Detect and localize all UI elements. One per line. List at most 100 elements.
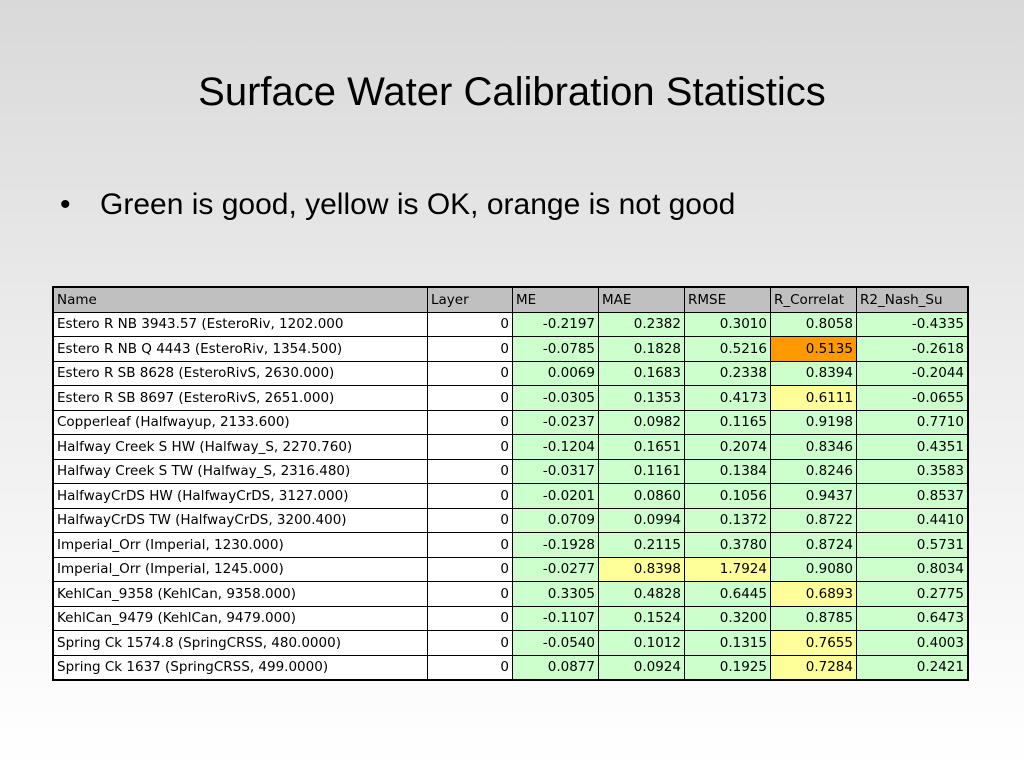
cell-rmse: 0.1315 (684, 630, 771, 656)
cell-mae: 0.1161 (598, 458, 685, 484)
table-row: HalfwayCrDS TW (HalfwayCrDS, 3200.400) 0 0… (52, 507, 969, 533)
cell-layer: 0 (427, 385, 513, 411)
column-header-r2-nash-su: R2_Nash_Su (856, 286, 969, 313)
cell-rmse: 0.2074 (684, 434, 771, 460)
cell-name: Spring Ck 1574.8 (SpringCRSS, 480.0000) (52, 630, 428, 656)
cell-r2-nash-su: 0.8034 (856, 556, 969, 582)
cell-r2-nash-su: -0.2618 (856, 336, 969, 362)
cell-name: KehlCan_9358 (KehlCan, 9358.000) (52, 581, 428, 607)
cell-r-correlat: 0.8246 (770, 458, 857, 484)
cell-mae: 0.1683 (598, 360, 685, 386)
cell-r-correlat: 0.8346 (770, 434, 857, 460)
cell-r-correlat: 0.8058 (770, 311, 857, 337)
cell-r-correlat: 0.9437 (770, 483, 857, 509)
table-row: Halfway Creek S HW (Halfway_S, 2270.760)… (52, 434, 969, 460)
cell-rmse: 0.6445 (684, 581, 771, 607)
cell-r-correlat: 0.8722 (770, 507, 857, 533)
cell-mae: 0.0982 (598, 409, 685, 435)
cell-layer: 0 (427, 311, 513, 337)
cell-name: HalfwayCrDS TW (HalfwayCrDS, 3200.400) (52, 507, 428, 533)
cell-name: Estero R SB 8628 (EsteroRivS, 2630.000) (52, 360, 428, 386)
slide-title: Surface Water Calibration Statistics (198, 70, 826, 114)
cell-mae: 0.2382 (598, 311, 685, 337)
cell-layer: 0 (427, 532, 513, 558)
cell-me: -0.0317 (512, 458, 599, 484)
column-header-rmse: RMSE (684, 286, 771, 313)
cell-r-correlat: 0.9080 (770, 556, 857, 582)
cell-r2-nash-su: -0.2044 (856, 360, 969, 386)
cell-name: Imperial_Orr (Imperial, 1245.000) (52, 556, 428, 582)
cell-me: 0.3305 (512, 581, 599, 607)
calibration-stats-table: Name Layer ME MAE RMSE R_Correlat R2_Nas… (52, 286, 969, 681)
cell-mae: 0.0860 (598, 483, 685, 509)
cell-r-correlat: 0.8785 (770, 605, 857, 631)
table-row: KehlCan_9479 (KehlCan, 9479.000) 0 -0.1107… (52, 605, 969, 631)
cell-rmse: 0.4173 (684, 385, 771, 411)
cell-r-correlat: 0.8394 (770, 360, 857, 386)
cell-r2-nash-su: 0.7710 (856, 409, 969, 435)
cell-layer: 0 (427, 654, 513, 681)
cell-mae: 0.8398 (598, 556, 685, 582)
cell-rmse: 0.1165 (684, 409, 771, 435)
cell-r2-nash-su: 0.2775 (856, 581, 969, 607)
table-row: Imperial_Orr (Imperial, 1230.000) 0 -0.192… (52, 532, 969, 558)
cell-layer: 0 (427, 434, 513, 460)
cell-r2-nash-su: 0.2421 (856, 654, 969, 681)
cell-me: -0.2197 (512, 311, 599, 337)
table-row: KehlCan_9358 (KehlCan, 9358.000) 0 0.3305 0… (52, 581, 969, 607)
table-row: Estero R SB 8697 (EsteroRivS, 2651.000) 0… (52, 385, 969, 411)
cell-mae: 0.1012 (598, 630, 685, 656)
cell-rmse: 0.1384 (684, 458, 771, 484)
column-header-r-correlat: R_Correlat (770, 286, 857, 313)
cell-layer: 0 (427, 507, 513, 533)
table-header-row: Name Layer ME MAE RMSE R_Correlat R2_Nas… (52, 286, 969, 313)
cell-me: -0.0201 (512, 483, 599, 509)
cell-r2-nash-su: -0.4335 (856, 311, 969, 337)
cell-layer: 0 (427, 409, 513, 435)
table-row: Halfway Creek S TW (Halfway_S, 2316.480)… (52, 458, 969, 484)
cell-r2-nash-su: -0.0655 (856, 385, 969, 411)
cell-me: -0.1107 (512, 605, 599, 631)
cell-r2-nash-su: 0.4351 (856, 434, 969, 460)
cell-me: 0.0069 (512, 360, 599, 386)
table-row: Estero R SB 8628 (EsteroRivS, 2630.000) 0… (52, 360, 969, 386)
table-row: Spring Ck 1637 (SpringCRSS, 499.0000) 0 0.… (52, 654, 969, 681)
column-header-mae: MAE (598, 286, 685, 313)
table-body: Estero R NB 3943.57 (EsteroRiv, 1202.000… (52, 311, 969, 681)
cell-layer: 0 (427, 336, 513, 362)
cell-layer: 0 (427, 458, 513, 484)
cell-name: KehlCan_9479 (KehlCan, 9479.000) (52, 605, 428, 631)
cell-me: 0.0709 (512, 507, 599, 533)
cell-r-correlat: 0.6111 (770, 385, 857, 411)
cell-rmse: 0.3780 (684, 532, 771, 558)
cell-rmse: 0.3010 (684, 311, 771, 337)
table-row: HalfwayCrDS HW (HalfwayCrDS, 3127.000) 0-… (52, 483, 969, 509)
cell-name: Copperleaf (Halfwayup, 2133.600) (52, 409, 428, 435)
cell-mae: 0.1353 (598, 385, 685, 411)
cell-r2-nash-su: 0.6473 (856, 605, 969, 631)
cell-r2-nash-su: 0.3583 (856, 458, 969, 484)
cell-me: -0.0540 (512, 630, 599, 656)
cell-mae: 0.0924 (598, 654, 685, 681)
cell-me: -0.0237 (512, 409, 599, 435)
cell-name: HalfwayCrDS HW (HalfwayCrDS, 3127.000) (52, 483, 428, 509)
cell-layer: 0 (427, 483, 513, 509)
cell-name: Halfway Creek S HW (Halfway_S, 2270.760) (52, 434, 428, 460)
cell-r-correlat: 0.9198 (770, 409, 857, 435)
table-row: Imperial_Orr (Imperial, 1245.000) 0 -0.027… (52, 556, 969, 582)
cell-me: -0.0305 (512, 385, 599, 411)
cell-me: -0.0785 (512, 336, 599, 362)
bullet-text: Green is good, yellow is OK, orange is n… (100, 188, 736, 221)
cell-name: Estero R NB 3943.57 (EsteroRiv, 1202.000 (52, 311, 428, 337)
cell-name: Halfway Creek S TW (Halfway_S, 2316.480) (52, 458, 428, 484)
cell-mae: 0.0994 (598, 507, 685, 533)
cell-r-correlat: 0.5135 (770, 336, 857, 362)
column-header-me: ME (512, 286, 599, 313)
cell-r-correlat: 0.6893 (770, 581, 857, 607)
cell-me: -0.1928 (512, 532, 599, 558)
cell-r2-nash-su: 0.5731 (856, 532, 969, 558)
cell-mae: 0.2115 (598, 532, 685, 558)
cell-rmse: 1.7924 (684, 556, 771, 582)
table-row: Estero R NB 3943.57 (EsteroRiv, 1202.000… (52, 311, 969, 337)
cell-r2-nash-su: 0.4410 (856, 507, 969, 533)
